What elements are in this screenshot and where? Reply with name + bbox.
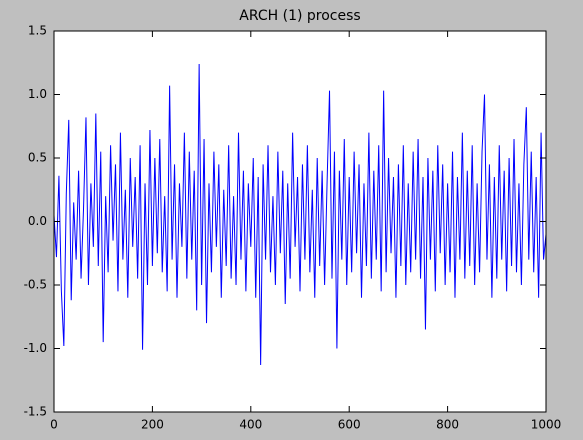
x-tick-label: 400 bbox=[239, 418, 262, 432]
x-tick-label: 200 bbox=[141, 418, 164, 432]
x-tick-label: 1000 bbox=[531, 418, 562, 432]
data-line bbox=[53, 64, 547, 366]
x-tick-label: 0 bbox=[50, 418, 58, 432]
y-tick-label: 1.5 bbox=[28, 24, 47, 38]
y-tick-label: -1.5 bbox=[24, 405, 47, 419]
y-tick-label: -1.0 bbox=[24, 341, 47, 355]
y-tick-label: 0.5 bbox=[28, 151, 47, 165]
x-tick-label: 600 bbox=[338, 418, 361, 432]
y-tick-label: 1.0 bbox=[28, 87, 47, 101]
plot-area bbox=[54, 31, 546, 412]
x-tick-label: 800 bbox=[436, 418, 459, 432]
chart-title: ARCH (1) process bbox=[239, 8, 360, 24]
y-tick-label: -0.5 bbox=[24, 278, 47, 292]
y-tick-label: 0.0 bbox=[28, 214, 47, 228]
